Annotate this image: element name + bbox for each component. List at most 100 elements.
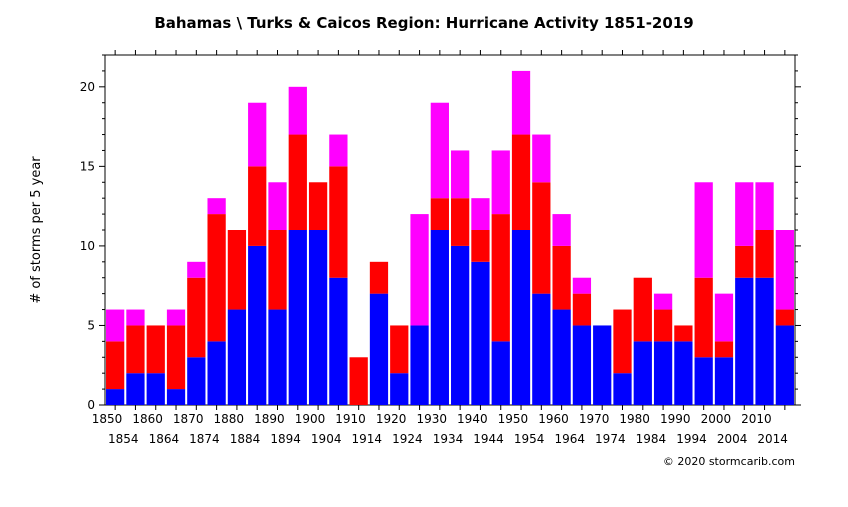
xlabel-bottom: 2004 bbox=[717, 432, 748, 446]
bar-blue bbox=[370, 294, 388, 405]
bar-blue bbox=[492, 341, 510, 405]
bar-blue bbox=[410, 325, 428, 405]
xlabel-bottom: 1954 bbox=[514, 432, 545, 446]
bar-blue bbox=[309, 230, 327, 405]
bar-blue bbox=[674, 341, 692, 405]
bar-red bbox=[573, 294, 591, 326]
xlabel-bottom: 2014 bbox=[757, 432, 788, 446]
xlabel-bottom: 1894 bbox=[270, 432, 301, 446]
bar-magenta bbox=[573, 278, 591, 294]
bar-red bbox=[309, 182, 327, 230]
bar-red bbox=[695, 278, 713, 358]
chart-title: Bahamas \ Turks & Caicos Region: Hurrica… bbox=[154, 14, 693, 32]
bar-blue bbox=[187, 357, 205, 405]
bar-magenta bbox=[167, 310, 185, 326]
bar-magenta bbox=[695, 182, 713, 277]
xlabel-bottom: 1944 bbox=[473, 432, 504, 446]
bar-red bbox=[228, 230, 246, 310]
y-axis-label: # of storms per 5 year bbox=[29, 156, 44, 304]
bar-magenta bbox=[106, 310, 124, 342]
bar-red bbox=[431, 198, 449, 230]
bar-magenta bbox=[289, 87, 307, 135]
xlabel-bottom: 1874 bbox=[189, 432, 220, 446]
bar-blue bbox=[776, 325, 794, 405]
bar-red bbox=[268, 230, 286, 310]
bar-red bbox=[126, 325, 144, 373]
xlabel-top: 1850 bbox=[92, 412, 123, 426]
xlabel-bottom: 1914 bbox=[352, 432, 383, 446]
xlabel-top: 1900 bbox=[295, 412, 326, 426]
xlabel-bottom: 1854 bbox=[108, 432, 139, 446]
bar-magenta bbox=[451, 150, 469, 198]
bar-red bbox=[248, 166, 266, 246]
xlabel-top: 1940 bbox=[457, 412, 488, 426]
bar-magenta bbox=[552, 214, 570, 246]
bar-blue bbox=[207, 341, 225, 405]
bar-magenta bbox=[776, 230, 794, 310]
bar-red bbox=[654, 310, 672, 342]
ytick-label: 10 bbox=[80, 239, 95, 253]
bar-red bbox=[207, 214, 225, 341]
xlabel-bottom: 1934 bbox=[433, 432, 464, 446]
bar-magenta bbox=[471, 198, 489, 230]
bar-blue bbox=[228, 310, 246, 405]
xlabel-bottom: 1994 bbox=[676, 432, 707, 446]
xlabel-top: 1930 bbox=[416, 412, 447, 426]
bar-magenta bbox=[187, 262, 205, 278]
bar-magenta bbox=[268, 182, 286, 230]
bar-magenta bbox=[126, 310, 144, 326]
bar-blue bbox=[289, 230, 307, 405]
bar-blue bbox=[755, 278, 773, 405]
hurricane-chart: Bahamas \ Turks & Caicos Region: Hurrica… bbox=[0, 0, 848, 507]
bar-blue bbox=[715, 357, 733, 405]
bar-magenta bbox=[715, 294, 733, 342]
bar-red bbox=[187, 278, 205, 358]
bar-magenta bbox=[654, 294, 672, 310]
bar-red bbox=[390, 325, 408, 373]
credit-text: © 2020 stormcarib.com bbox=[663, 455, 795, 468]
xlabel-top: 1920 bbox=[376, 412, 407, 426]
ytick-label: 20 bbox=[80, 80, 95, 94]
bar-red bbox=[735, 246, 753, 278]
bar-magenta bbox=[410, 214, 428, 325]
xlabel-bottom: 1924 bbox=[392, 432, 423, 446]
bar-blue bbox=[248, 246, 266, 405]
bar-blue bbox=[654, 341, 672, 405]
bar-blue bbox=[329, 278, 347, 405]
xlabel-top: 1960 bbox=[538, 412, 569, 426]
bar-blue bbox=[431, 230, 449, 405]
bar-red bbox=[167, 325, 185, 389]
bar-red bbox=[715, 341, 733, 357]
xlabel-bottom: 1974 bbox=[595, 432, 626, 446]
bar-red bbox=[350, 357, 368, 405]
bar-blue bbox=[634, 341, 652, 405]
bar-magenta bbox=[755, 182, 773, 230]
bar-red bbox=[289, 135, 307, 230]
bar-red bbox=[370, 262, 388, 294]
bar-blue bbox=[147, 373, 165, 405]
bar-red bbox=[451, 198, 469, 246]
bar-magenta bbox=[248, 103, 266, 167]
xlabel-top: 1860 bbox=[132, 412, 163, 426]
bar-red bbox=[106, 341, 124, 389]
xlabel-bottom: 1884 bbox=[230, 432, 261, 446]
bar-magenta bbox=[207, 198, 225, 214]
bar-magenta bbox=[329, 135, 347, 167]
ytick-label: 15 bbox=[80, 159, 95, 173]
bar-blue bbox=[512, 230, 530, 405]
xlabel-top: 2000 bbox=[701, 412, 732, 426]
xlabel-top: 1950 bbox=[498, 412, 529, 426]
bar-blue bbox=[573, 325, 591, 405]
bar-red bbox=[492, 214, 510, 341]
bar-red bbox=[552, 246, 570, 310]
bar-blue bbox=[106, 389, 124, 405]
xlabel-bottom: 1864 bbox=[149, 432, 180, 446]
bar-blue bbox=[735, 278, 753, 405]
bar-blue bbox=[268, 310, 286, 405]
bar-magenta bbox=[492, 150, 510, 214]
bar-blue bbox=[167, 389, 185, 405]
xlabel-top: 1880 bbox=[214, 412, 245, 426]
bar-blue bbox=[471, 262, 489, 405]
bar-blue bbox=[532, 294, 550, 405]
bar-magenta bbox=[735, 182, 753, 246]
